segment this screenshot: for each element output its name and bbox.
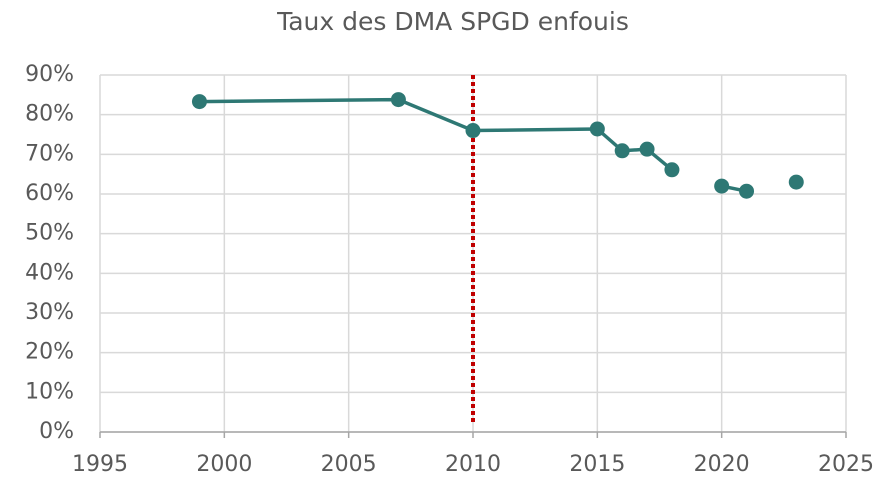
y-tick-label: 20% bbox=[25, 340, 74, 365]
point bbox=[614, 143, 630, 159]
point bbox=[191, 94, 207, 110]
y-tick-label: 70% bbox=[25, 141, 74, 166]
y-tick-label: 40% bbox=[25, 260, 74, 285]
y-tick-label: 30% bbox=[25, 300, 74, 325]
y-tick-label: 10% bbox=[25, 379, 74, 404]
y-tick-label: 90% bbox=[25, 62, 74, 87]
point bbox=[465, 123, 481, 139]
y-tick-label: 80% bbox=[25, 102, 74, 127]
point bbox=[788, 174, 804, 190]
point bbox=[714, 178, 730, 194]
x-tick-label: 2015 bbox=[569, 452, 625, 477]
line bbox=[199, 100, 796, 192]
x-tick-label: 2000 bbox=[196, 452, 252, 477]
x-tick-label: 1995 bbox=[72, 452, 128, 477]
chart-title: Taux des DMA SPGD enfouis bbox=[276, 7, 629, 36]
point bbox=[739, 183, 755, 199]
x-tick-label: 2025 bbox=[818, 452, 874, 477]
y-tick-label: 60% bbox=[25, 181, 74, 206]
point bbox=[589, 121, 605, 137]
x-tick-label: 2005 bbox=[321, 452, 377, 477]
point bbox=[639, 141, 655, 157]
point bbox=[390, 92, 406, 108]
point bbox=[664, 162, 680, 178]
y-tick-label: 50% bbox=[25, 221, 74, 246]
x-tick-label: 2020 bbox=[694, 452, 750, 477]
x-tick-label: 2010 bbox=[445, 452, 501, 477]
y-tick-label: 0% bbox=[39, 419, 74, 444]
